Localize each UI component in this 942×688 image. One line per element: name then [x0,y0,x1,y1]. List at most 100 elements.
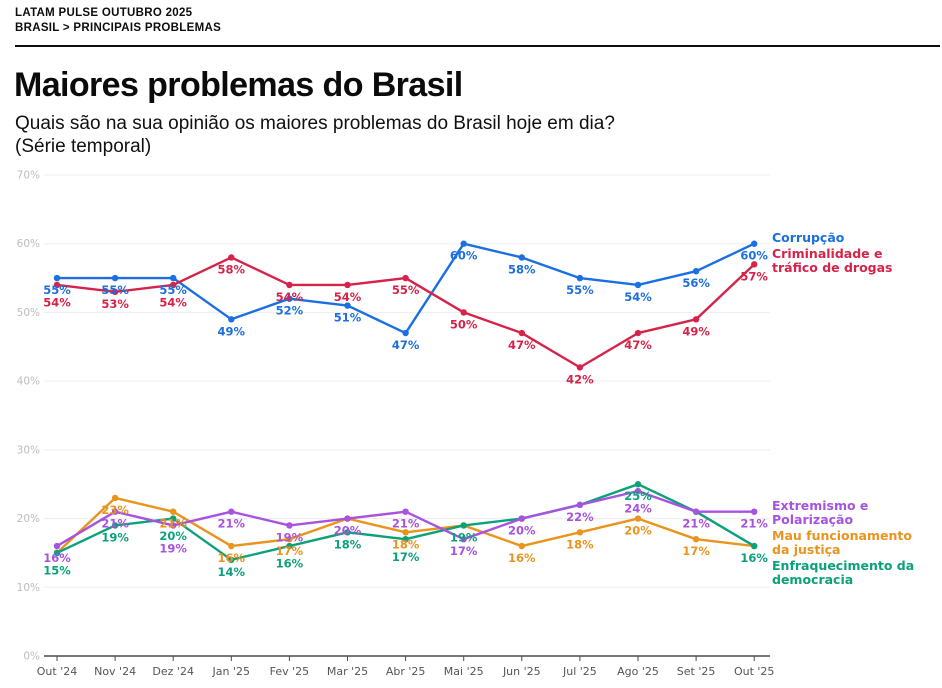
svg-text:57%: 57% [740,269,768,283]
svg-text:Out '24: Out '24 [37,665,77,678]
svg-text:47%: 47% [624,338,652,352]
svg-text:21%: 21% [682,517,710,531]
legend-label: Corrupção [772,230,845,245]
svg-text:21%: 21% [740,517,768,531]
legend-enfraquecimento: Enfraquecimento da democracia [772,559,914,586]
svg-text:Mai '25: Mai '25 [444,665,484,678]
svg-text:16%: 16% [43,551,71,565]
svg-text:70%: 70% [17,170,40,182]
svg-text:60%: 60% [17,238,40,250]
svg-text:18%: 18% [392,537,420,551]
legend-criminalidade: Criminalidade e tráfico de drogas [772,247,893,274]
svg-text:58%: 58% [508,262,536,276]
svg-text:18%: 18% [334,537,362,551]
svg-text:21%: 21% [159,517,187,531]
svg-text:19%: 19% [276,530,304,544]
svg-text:47%: 47% [392,338,420,352]
svg-text:55%: 55% [392,283,420,297]
svg-text:55%: 55% [566,283,594,297]
svg-text:49%: 49% [218,324,246,338]
svg-text:53%: 53% [101,297,129,311]
legend-label: tráfico de drogas [772,259,893,275]
svg-text:30%: 30% [17,444,40,456]
svg-text:Jan '25: Jan '25 [212,665,250,678]
svg-text:56%: 56% [682,276,710,290]
svg-text:Fev '25: Fev '25 [270,665,310,678]
svg-text:15%: 15% [43,564,71,578]
svg-text:54%: 54% [43,296,71,310]
svg-text:55%: 55% [43,283,71,297]
svg-text:16%: 16% [508,551,536,565]
report-kicker: LATAM PULSE OUTUBRO 2025 BRASIL > PRINCI… [15,6,221,36]
svg-text:51%: 51% [334,311,362,325]
header-divider [15,45,940,47]
subtitle-note: (Série temporal) [15,136,152,157]
svg-text:55%: 55% [101,283,129,297]
svg-text:18%: 18% [566,537,594,551]
subtitle-question: Quais são na sua opinião os maiores prob… [15,113,615,134]
svg-text:54%: 54% [624,290,652,304]
svg-text:22%: 22% [566,510,594,524]
legend-label: Mau funcionamento [772,528,912,543]
svg-text:19%: 19% [101,530,129,544]
legend-label: Extremismo e [772,498,869,513]
legend-label: da justiça [772,541,841,557]
svg-text:Set '25: Set '25 [677,665,716,678]
svg-text:17%: 17% [392,550,420,564]
svg-text:Dez '24: Dez '24 [152,665,194,678]
svg-text:60%: 60% [740,249,768,263]
svg-text:17%: 17% [450,544,478,558]
svg-text:20%: 20% [159,529,187,543]
svg-text:55%: 55% [159,283,187,297]
svg-text:0%: 0% [23,651,40,663]
svg-text:50%: 50% [17,307,40,319]
svg-text:17%: 17% [682,544,710,558]
legend-label: Enfraquecimento da [772,558,915,573]
breadcrumb: BRASIL > PRINCIPAIS PROBLEMAS [15,22,222,34]
svg-text:Jul '25: Jul '25 [562,665,597,678]
svg-text:20%: 20% [334,524,362,538]
svg-text:20%: 20% [17,513,40,525]
svg-text:54%: 54% [159,296,187,310]
svg-text:Ago '25: Ago '25 [617,665,659,678]
svg-text:24%: 24% [624,502,652,516]
legend-label: Criminalidade e [772,246,883,261]
svg-text:58%: 58% [218,262,246,276]
svg-text:52%: 52% [276,304,304,318]
svg-text:19%: 19% [159,542,187,556]
report-edition: LATAM PULSE OUTUBRO 2025 [15,7,193,19]
svg-text:54%: 54% [276,290,304,304]
svg-text:Nov '24: Nov '24 [94,665,136,678]
svg-text:Jun '25: Jun '25 [502,665,541,678]
svg-text:20%: 20% [508,524,536,538]
svg-text:16%: 16% [740,551,768,565]
svg-text:23%: 23% [101,503,129,517]
svg-text:14%: 14% [218,565,246,579]
svg-text:10%: 10% [17,582,40,594]
svg-text:54%: 54% [334,290,362,304]
svg-text:Mar '25: Mar '25 [327,665,368,678]
svg-text:16%: 16% [276,557,304,571]
svg-text:47%: 47% [508,338,536,352]
legend-mau-funcionamento: Mau funcionamento da justiça [772,529,912,556]
svg-text:21%: 21% [101,517,129,531]
svg-text:17%: 17% [276,544,304,558]
svg-text:40%: 40% [17,376,40,388]
svg-text:21%: 21% [218,517,246,531]
svg-text:25%: 25% [624,489,652,503]
legend-label: democracia [772,571,854,587]
svg-text:21%: 21% [392,517,420,531]
svg-text:49%: 49% [682,324,710,338]
legend-corrupcao: Corrupção [772,231,844,245]
svg-text:50%: 50% [450,317,478,331]
svg-text:20%: 20% [624,524,652,538]
chart-subtitle: Quais são na sua opinião os maiores prob… [15,112,615,158]
page-title: Maiores problemas do Brasil [14,66,463,104]
legend-label: Polarização [772,511,854,527]
svg-text:19%: 19% [450,530,478,544]
legend-extremismo: Extremismo e Polarização [772,499,868,526]
svg-text:16%: 16% [218,551,246,565]
svg-text:60%: 60% [450,249,478,263]
